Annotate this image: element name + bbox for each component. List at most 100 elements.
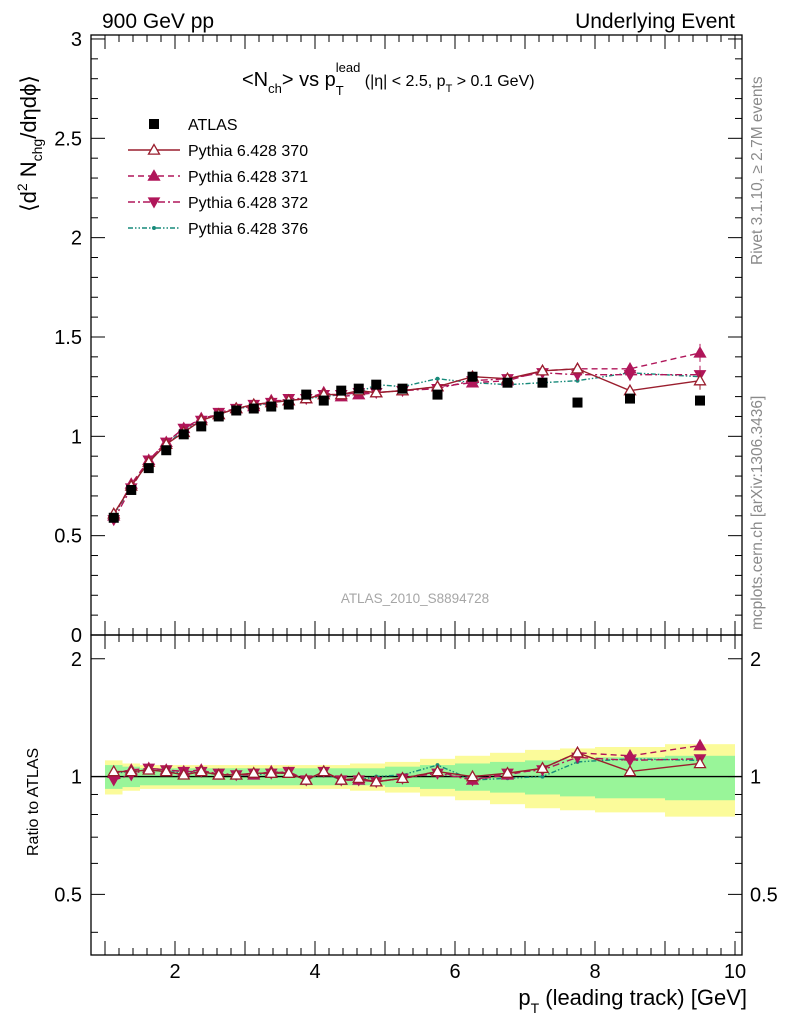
data-point	[572, 397, 583, 408]
data-point	[301, 389, 312, 400]
legend-marker	[147, 143, 161, 155]
data-point	[693, 346, 707, 358]
analysis-watermark: ATLAS_2010_S8894728	[341, 591, 489, 606]
ratio-y-tick-label: 2	[71, 649, 82, 671]
data-point	[178, 429, 189, 440]
data-point	[371, 379, 382, 390]
header-right: Underlying Event	[575, 10, 735, 33]
data-point	[502, 377, 513, 388]
data-point	[231, 405, 242, 416]
legend-label: Pythia 6.428 370	[188, 143, 308, 160]
x-tick-label: 6	[449, 961, 460, 983]
data-point	[283, 399, 294, 410]
ratio-point	[142, 763, 156, 775]
ratio-point	[247, 766, 261, 778]
y-tick-label: 2	[71, 228, 82, 250]
ratio-point	[693, 756, 707, 769]
ratio-series-layer	[107, 738, 707, 789]
legend-label: Pythia 6.428 371	[188, 169, 308, 186]
ratio-point	[264, 766, 278, 778]
data-point	[266, 401, 277, 412]
data-point	[248, 403, 259, 414]
y-tick-label: 2.5	[54, 128, 82, 150]
ratio-point	[623, 764, 637, 777]
mcplots-label: mcplots.cern.ch [arXiv:1306.3436]	[749, 396, 766, 630]
data-point	[432, 389, 443, 400]
ratio-frame	[90, 634, 743, 956]
legend-label: ATLAS	[188, 117, 238, 134]
data-point	[535, 363, 550, 376]
y-tick-label: 1.5	[54, 327, 82, 349]
legend-marker	[147, 197, 161, 209]
x-tick-label: 10	[724, 961, 746, 983]
data-point	[108, 512, 119, 523]
ratio-point	[570, 746, 585, 758]
rivet-label: Rivet 3.1.10, ≥ 2.7M events	[749, 76, 766, 265]
ratio-y-axis-label: Ratio to ATLAS	[25, 748, 42, 856]
ratio-point	[124, 764, 138, 777]
data-point	[353, 383, 364, 394]
ratio-y-tick-label-right: 1	[750, 767, 761, 789]
main-y-axis-label: ⟨d2 Nchg/dηdϕ⟩	[14, 75, 45, 212]
ratio-point	[465, 769, 480, 782]
main-series-layer	[107, 343, 707, 527]
data-point	[537, 377, 548, 388]
header-left: 900 GeV pp	[102, 10, 214, 33]
ratio-point	[334, 773, 348, 785]
data-point	[143, 463, 154, 474]
ratio-point	[159, 764, 173, 777]
ratio-point	[352, 771, 366, 784]
ratio-point	[212, 768, 226, 780]
x-tick-label: 8	[589, 961, 600, 983]
legend-marker	[147, 169, 161, 181]
data-point	[467, 371, 478, 382]
data-point	[570, 361, 585, 374]
y-tick-label: 3	[71, 29, 82, 51]
x-axis-label: pT (leading track) [GeV]	[518, 985, 747, 1016]
data-point	[213, 411, 224, 422]
ratio-point	[299, 773, 313, 785]
ratio-y-tick-label: 0.5	[54, 884, 82, 906]
legend-label: Pythia 6.428 376	[188, 221, 308, 238]
x-tick-label: 4	[309, 961, 320, 983]
ratio-point	[693, 738, 707, 751]
axes-layer: 2 4 6 8 10 0 0.5 1 1.5 2 2.5 3 0.5 0.5 1 1 2 2	[54, 29, 778, 983]
ratio-y-tick-label-right: 2	[750, 649, 761, 671]
ratio-uncertainty-bands	[91, 744, 742, 817]
data-point	[318, 395, 329, 406]
data-point	[397, 383, 408, 394]
ratio-point	[500, 766, 515, 778]
ratio-y-tick-label-right: 0.5	[750, 884, 778, 906]
ratio-point	[430, 764, 445, 777]
data-point	[465, 375, 480, 388]
ratio-y-tick-label: 1	[71, 767, 82, 789]
data-point	[369, 385, 383, 398]
y-tick-label: 0	[71, 625, 82, 647]
ratio-point	[540, 774, 545, 779]
ratio-point	[107, 764, 121, 777]
ratio-point	[535, 761, 550, 774]
data-point	[196, 421, 207, 432]
data-point	[623, 361, 637, 374]
ratio-point	[282, 766, 296, 778]
legend-label: Pythia 6.428 372	[188, 195, 308, 212]
ratio-point	[177, 768, 191, 780]
data-point	[435, 376, 440, 381]
ratio-point	[623, 748, 637, 761]
data-point	[126, 484, 137, 495]
x-tick-label: 2	[169, 961, 180, 983]
data-point	[693, 373, 707, 386]
ratio-band-inner	[560, 758, 595, 797]
data-point	[695, 395, 705, 406]
main-series-line	[113, 352, 701, 517]
y-tick-label: 0.5	[54, 526, 82, 548]
data-point	[336, 385, 347, 396]
data-point	[625, 393, 635, 404]
legend-marker	[152, 226, 156, 230]
chart-title: <Nch> vs pTlead (|η| < 2.5, pT > 0.1 GeV…	[242, 60, 535, 98]
ratio-point	[369, 774, 383, 787]
ratio-point	[229, 768, 243, 780]
y-tick-label: 1	[71, 426, 82, 448]
legend: ATLAS Pythia 6.428 370 Pythia 6.428 371 Pyt…	[128, 117, 308, 238]
